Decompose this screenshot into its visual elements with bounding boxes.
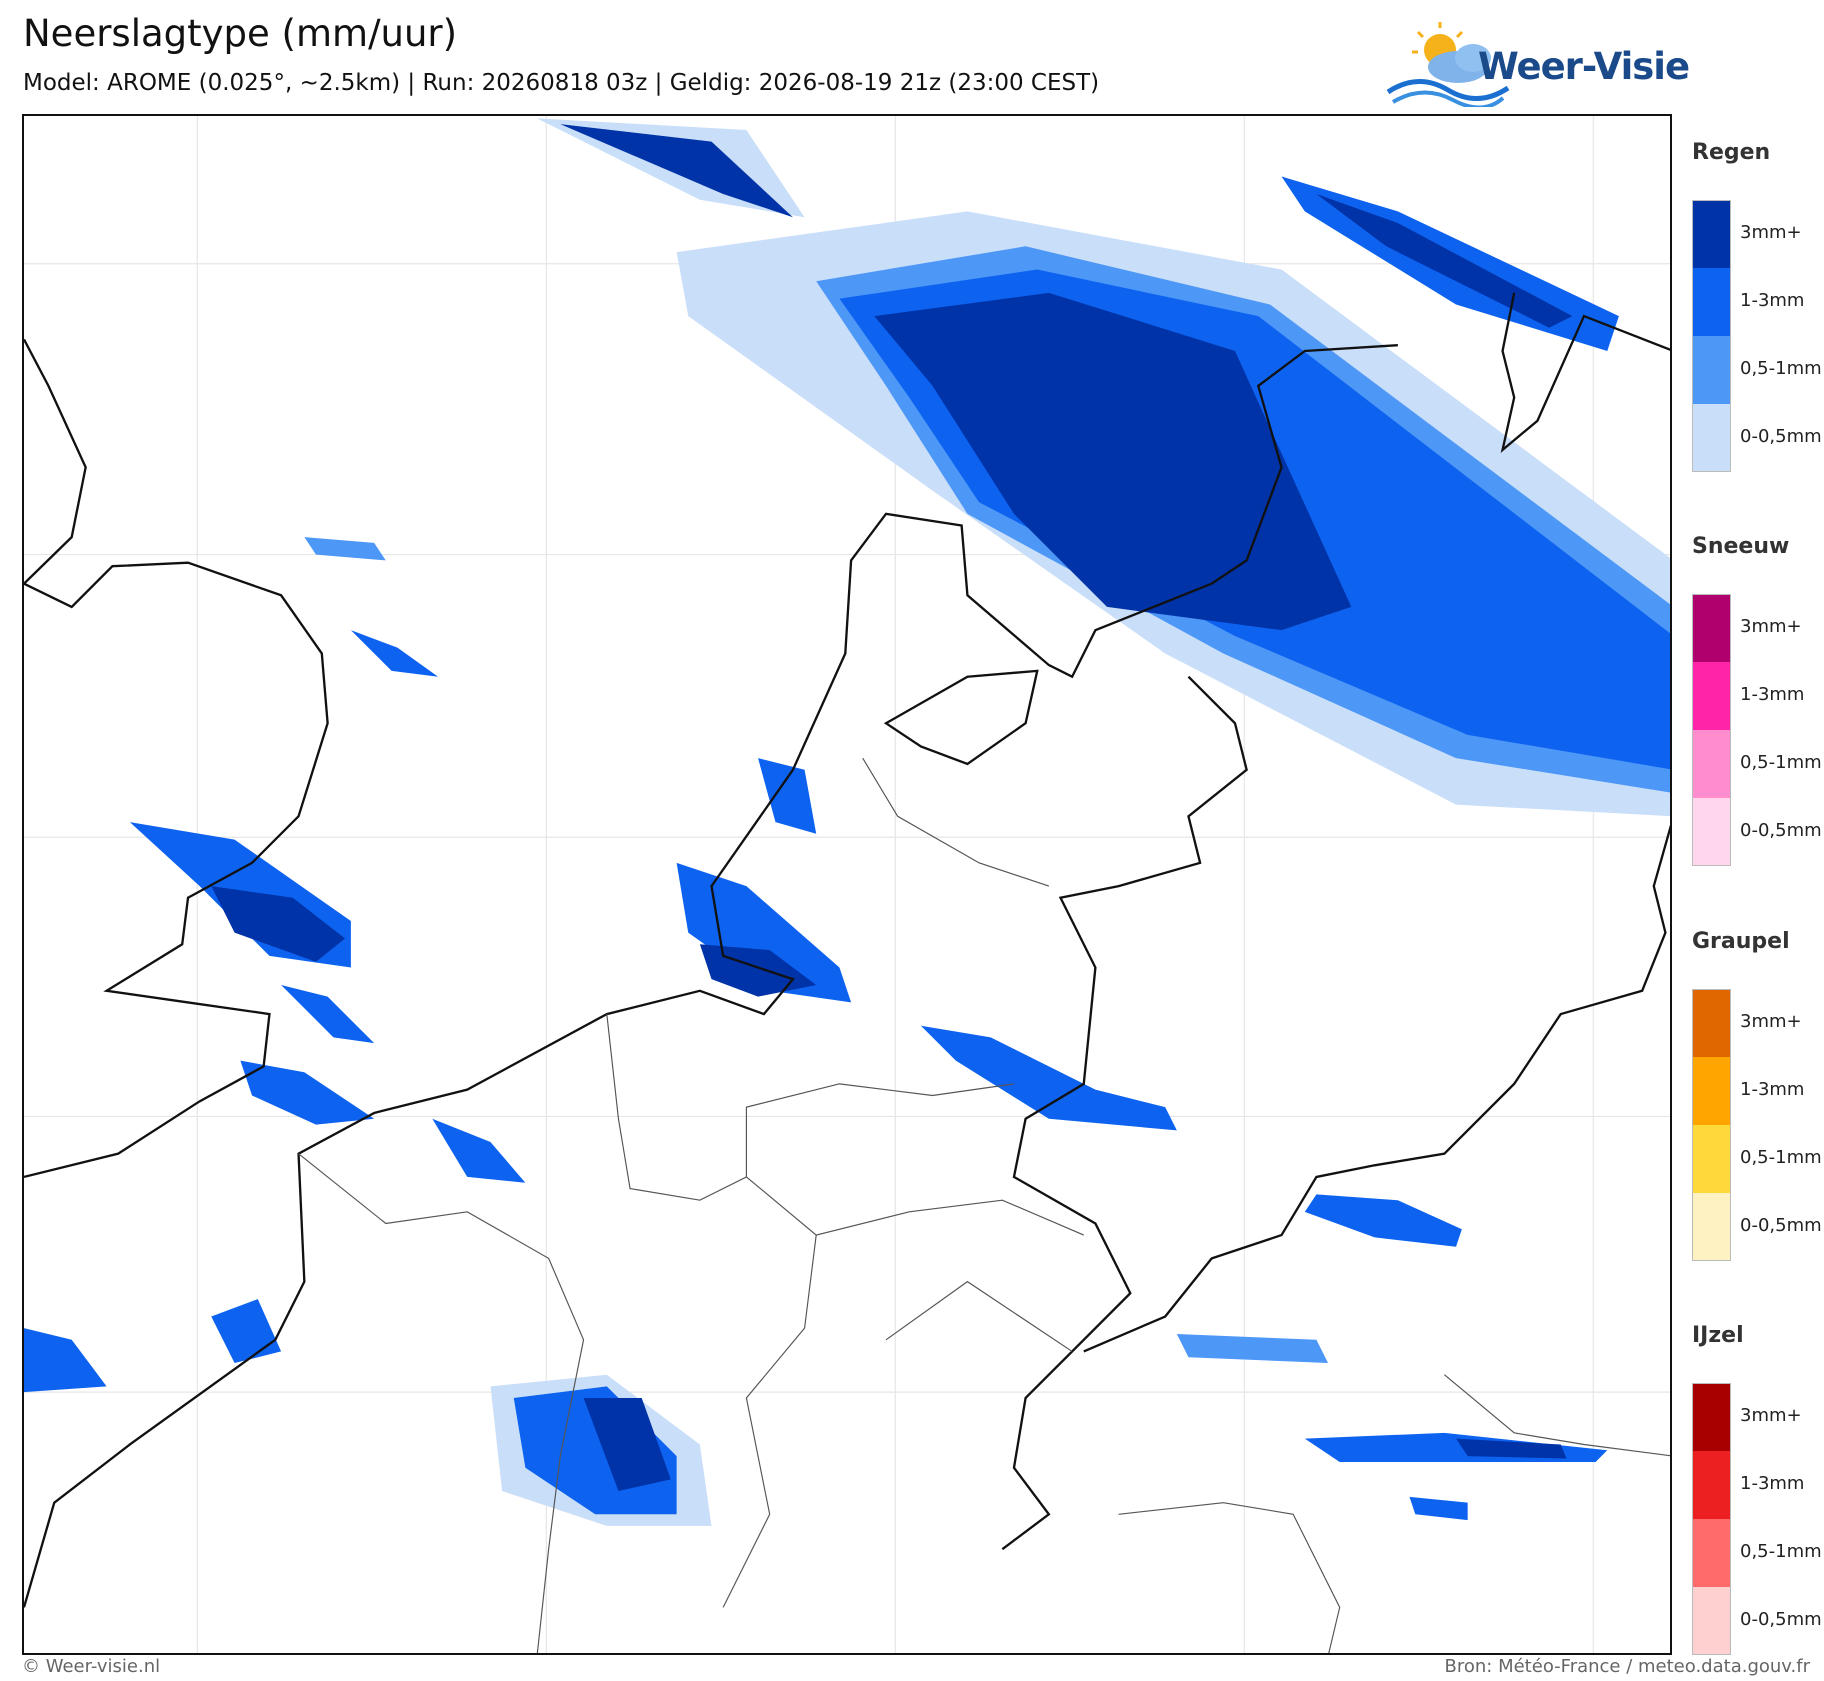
- footer-right: Bron: Météo-France / meteo.data.gouv.fr: [1444, 1656, 1810, 1677]
- legend-swatch: [1692, 1057, 1731, 1125]
- legend-label: 0,5-1mm: [1740, 1541, 1822, 1562]
- legend-swatch: [1692, 662, 1731, 730]
- legend-swatch: [1692, 1193, 1731, 1261]
- legend-swatch: [1692, 1383, 1731, 1451]
- logo-text: Weer-Visie: [1478, 45, 1690, 88]
- subtitle: Model: AROME (0.025°, ~2.5km) | Run: 202…: [23, 70, 1100, 96]
- title: Neerslagtype (mm/uur): [23, 12, 458, 55]
- legend-label: 0-0,5mm: [1740, 426, 1822, 447]
- footer-left: © Weer-visie.nl: [22, 1656, 161, 1677]
- legend-title: Graupel: [1692, 929, 1790, 954]
- legend-label: 0,5-1mm: [1740, 358, 1822, 379]
- precipitation: [24, 118, 1670, 1526]
- legend-label: 0,5-1mm: [1740, 1147, 1822, 1168]
- legend-swatch: [1692, 1587, 1731, 1655]
- legend-label: 3mm+: [1740, 616, 1802, 637]
- legend-title: Regen: [1692, 140, 1771, 165]
- legend-label: 3mm+: [1740, 1011, 1802, 1032]
- legend-label: 0-0,5mm: [1740, 1609, 1822, 1630]
- map: [22, 114, 1672, 1655]
- legend-swatch: [1692, 336, 1731, 404]
- legend-label: 3mm+: [1740, 1405, 1802, 1426]
- legend-swatch: [1692, 1451, 1731, 1519]
- legend-label: 1-3mm: [1740, 1473, 1805, 1494]
- legend-label: 0-0,5mm: [1740, 820, 1822, 841]
- legend-swatch: [1692, 200, 1731, 268]
- legend-title: IJzel: [1692, 1323, 1744, 1348]
- legend-label: 1-3mm: [1740, 684, 1805, 705]
- legend-title: Sneeuw: [1692, 534, 1790, 559]
- legend-swatch: [1692, 594, 1731, 662]
- legend-swatch: [1692, 730, 1731, 798]
- coastlines: [24, 292, 1670, 1608]
- legend-label: 3mm+: [1740, 222, 1802, 243]
- legend-label: 0,5-1mm: [1740, 752, 1822, 773]
- logo-icon: [1386, 22, 1510, 107]
- legend-label: 1-3mm: [1740, 1079, 1805, 1100]
- legend-swatch: [1692, 1125, 1731, 1193]
- legend-label: 0-0,5mm: [1740, 1215, 1822, 1236]
- borders: [298, 757, 1670, 1653]
- map-canvas: [24, 116, 1670, 1653]
- legend-label: 1-3mm: [1740, 290, 1805, 311]
- legend-swatch: [1692, 404, 1731, 472]
- legend-swatch: [1692, 1519, 1731, 1587]
- legend-swatch: [1692, 798, 1731, 866]
- legend-swatch: [1692, 268, 1731, 336]
- legend-swatch: [1692, 989, 1731, 1057]
